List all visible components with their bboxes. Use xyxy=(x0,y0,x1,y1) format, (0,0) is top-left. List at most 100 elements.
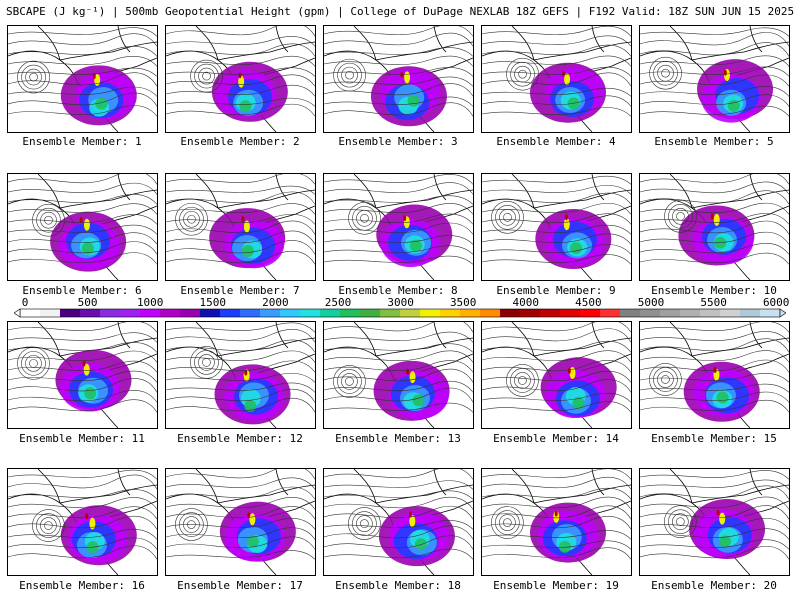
cape-map xyxy=(482,26,631,132)
colorbar-swatch xyxy=(300,309,321,317)
colorbar-swatch xyxy=(700,309,721,317)
ensemble-member-label: Ensemble Member: 4 xyxy=(496,135,616,148)
ensemble-member-label: Ensemble Member: 9 xyxy=(496,284,616,297)
ensemble-member-label: Ensemble Member: 5 xyxy=(654,135,774,148)
ensemble-member-label: Ensemble Member: 2 xyxy=(180,135,300,148)
ensemble-member-label: Ensemble Member: 19 xyxy=(493,579,619,592)
ensemble-member-label: Ensemble Member: 10 xyxy=(651,284,777,297)
ensemble-map-panel xyxy=(7,173,158,281)
colorbar-swatch xyxy=(260,309,281,317)
colorbar-swatch xyxy=(420,309,441,317)
ensemble-map-panel xyxy=(323,173,474,281)
colorbar-tick-label: 4500 xyxy=(575,296,602,309)
cape-map xyxy=(324,174,473,280)
cape-map xyxy=(8,26,157,132)
ensemble-member-label: Ensemble Member: 15 xyxy=(651,432,777,445)
ensemble-member-label: Ensemble Member: 3 xyxy=(338,135,458,148)
colorbar xyxy=(14,308,786,318)
colorbar-swatch xyxy=(340,309,361,317)
cape-map xyxy=(482,322,631,428)
colorbar-tick-label: 3500 xyxy=(449,296,477,309)
ensemble-map-panel xyxy=(481,468,632,576)
colorbar-tick-label: 5500 xyxy=(700,296,727,309)
ensemble-map-panel xyxy=(639,321,790,429)
colorbar-swatch xyxy=(480,309,501,317)
colorbar-swatch xyxy=(220,309,241,317)
colorbar-swatch xyxy=(240,309,261,317)
colorbar-swatch xyxy=(440,309,461,317)
ensemble-map-panel xyxy=(481,173,632,281)
cape-map xyxy=(640,322,789,428)
colorbar-swatch xyxy=(740,309,761,317)
colorbar-swatch xyxy=(600,309,621,317)
colorbar-swatch xyxy=(280,309,301,317)
cape-map xyxy=(8,174,157,280)
colorbar-tick-label: 2000 xyxy=(262,296,289,309)
ensemble-member-label: Ensemble Member: 17 xyxy=(177,579,303,592)
page-title: SBCAPE (J kg⁻¹) | 500mb Geopotential Hei… xyxy=(6,5,795,18)
colorbar-tick-label: 4000 xyxy=(512,296,540,309)
colorbar-tick-label: 6000 xyxy=(762,296,790,309)
ensemble-map-panel xyxy=(165,25,316,133)
cape-map xyxy=(640,469,789,575)
cape-map xyxy=(324,469,473,575)
colorbar-swatch xyxy=(200,309,221,317)
ensemble-map-panel xyxy=(323,321,474,429)
ensemble-member-label: Ensemble Member: 20 xyxy=(651,579,777,592)
ensemble-member-label: Ensemble Member: 8 xyxy=(338,284,458,297)
colorbar-swatch xyxy=(540,309,561,317)
cape-map xyxy=(640,26,789,132)
ensemble-map-panel xyxy=(323,468,474,576)
colorbar-swatch xyxy=(680,309,701,317)
ensemble-map-panel xyxy=(165,468,316,576)
colorbar-swatch xyxy=(20,309,41,317)
colorbar-swatch xyxy=(100,309,121,317)
ensemble-member-label: Ensemble Member: 12 xyxy=(177,432,303,445)
cape-map xyxy=(166,26,315,132)
cape-map xyxy=(482,174,631,280)
colorbar-swatch xyxy=(560,309,581,317)
cape-map xyxy=(640,174,789,280)
ensemble-map-panel xyxy=(7,468,158,576)
ensemble-map-panel xyxy=(639,25,790,133)
colorbar-tick-label: 5000 xyxy=(637,296,665,309)
ensemble-member-label: Ensemble Member: 11 xyxy=(19,432,145,445)
colorbar-swatch xyxy=(460,309,481,317)
colorbar-swatch xyxy=(380,309,401,317)
colorbar-swatch xyxy=(80,309,101,317)
colorbar-tick-label: 500 xyxy=(77,296,98,309)
colorbar-swatch xyxy=(360,309,381,317)
ensemble-map-panel xyxy=(639,173,790,281)
cape-map xyxy=(166,174,315,280)
colorbar-swatch xyxy=(640,309,661,317)
ensemble-map-panel xyxy=(481,321,632,429)
cape-map xyxy=(324,322,473,428)
colorbar-swatch xyxy=(720,309,741,317)
ensemble-map-panel xyxy=(7,25,158,133)
ensemble-map-panel xyxy=(165,321,316,429)
colorbar-swatch xyxy=(660,309,681,317)
colorbar-swatch xyxy=(160,309,181,317)
ensemble-map-panel xyxy=(639,468,790,576)
colorbar-swatch xyxy=(760,309,781,317)
colorbar-tick-label: 1000 xyxy=(136,296,164,309)
colorbar-swatch xyxy=(500,309,521,317)
colorbar-swatch xyxy=(620,309,641,317)
cape-map xyxy=(8,469,157,575)
cape-map xyxy=(482,469,631,575)
colorbar-swatch xyxy=(320,309,341,317)
ensemble-member-label: Ensemble Member: 6 xyxy=(22,284,142,297)
ensemble-map-panel xyxy=(323,25,474,133)
ensemble-map-panel xyxy=(165,173,316,281)
cape-map xyxy=(324,26,473,132)
ensemble-member-label: Ensemble Member: 13 xyxy=(335,432,461,445)
colorbar-tick-label: 1500 xyxy=(199,296,227,309)
ensemble-member-label: Ensemble Member: 7 xyxy=(180,284,300,297)
colorbar-swatch xyxy=(120,309,141,317)
cape-map xyxy=(166,469,315,575)
colorbar-tick-label: 0 xyxy=(21,296,29,309)
colorbar-swatch xyxy=(400,309,421,317)
colorbar-swatch xyxy=(520,309,541,317)
colorbar-swatch xyxy=(60,309,81,317)
